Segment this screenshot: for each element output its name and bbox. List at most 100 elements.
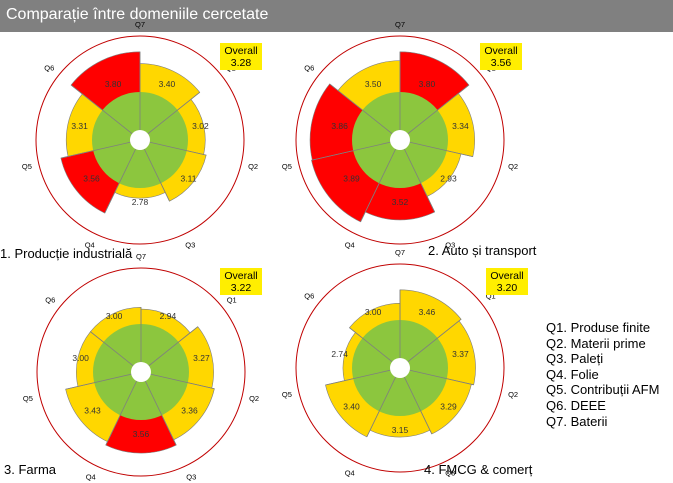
value-label: 2.94: [160, 311, 177, 321]
title-bar: Comparație între domeniile cercetate: [0, 0, 673, 32]
value-label: 3.52: [392, 197, 409, 207]
chart-title: 4. FMCG & comerț: [424, 462, 533, 477]
axis-label-q6: Q6: [45, 296, 55, 305]
page-title: Comparație între domeniile cercetate: [6, 6, 269, 23]
axis-label-q4: Q4: [85, 241, 95, 250]
outer-ring: [295, 263, 505, 473]
legend-item: Q5. Contribuții AFM: [546, 382, 660, 398]
spoke: [399, 367, 433, 435]
spoke: [399, 318, 462, 369]
value-label: 3.43: [84, 406, 101, 416]
value-label: 3.11: [181, 174, 197, 184]
axis-label-q1: Q1: [486, 292, 496, 301]
overall-value: 3.56: [491, 57, 512, 69]
axis-label-q4: Q4: [345, 469, 355, 478]
spoke: [349, 327, 401, 369]
value-label: 3.40: [343, 402, 360, 412]
axis-label-q7: Q7: [395, 20, 405, 29]
value-label: 3.00: [365, 307, 382, 317]
spoke: [90, 331, 142, 373]
axis-label-q2: Q2: [248, 162, 258, 171]
axis-label-q4: Q4: [345, 241, 355, 250]
overall-box: [480, 43, 522, 70]
value-label: 3.00: [72, 353, 89, 363]
axis-label-q6: Q6: [304, 292, 314, 301]
axis-label-q3: Q3: [185, 241, 195, 250]
spoke: [139, 139, 170, 202]
overall-value: 3.22: [231, 282, 252, 294]
value-label: 3.36: [181, 406, 198, 416]
overall-value: 3.28: [231, 57, 252, 69]
value-label: 3.89: [343, 174, 360, 184]
spoke: [139, 92, 201, 141]
spoke: [399, 84, 470, 141]
question-legend: Q1. Produse finite Q2. Materii prime Q3.…: [546, 320, 659, 429]
value-label: 3.80: [419, 79, 436, 89]
axis-label-q3: Q3: [445, 241, 455, 250]
value-label: 3.27: [193, 353, 210, 363]
spoke: [366, 367, 401, 438]
value-label: 3.34: [452, 121, 469, 131]
spoke: [325, 367, 401, 386]
legend-item: Q7. Baterii: [546, 413, 608, 429]
outer-ring: [295, 35, 505, 245]
axis-label-q5: Q5: [23, 394, 33, 403]
spoke: [140, 326, 199, 373]
center-hole: [130, 130, 150, 150]
spoke: [399, 139, 436, 213]
axis-label-q3: Q3: [445, 469, 455, 478]
value-label: 3.29: [440, 402, 457, 412]
overall-label: Overall: [490, 270, 523, 282]
value-label: 3.50: [365, 79, 382, 89]
value-label: 3.37: [452, 349, 469, 359]
value-label: 3.31: [71, 121, 88, 131]
value-label: 3.80: [105, 79, 122, 89]
axis-label-q5: Q5: [282, 390, 292, 399]
overall-box: [486, 268, 528, 295]
axis-label-q6: Q6: [44, 64, 54, 73]
outer-ring: [35, 35, 245, 245]
outer-ring: [36, 267, 246, 477]
spoke: [311, 139, 401, 161]
legend-item: Q4. Folie: [546, 366, 599, 382]
spoke: [105, 371, 142, 446]
spoke: [140, 371, 177, 446]
center-hole: [131, 362, 151, 382]
axis-label-q6: Q6: [304, 64, 314, 73]
value-label: 3.40: [159, 79, 176, 89]
spoke: [360, 139, 401, 223]
value-label: 3.00: [106, 311, 123, 321]
overall-label: Overall: [224, 270, 257, 282]
center-hole: [390, 130, 410, 150]
spoke: [399, 139, 473, 158]
center-hole: [390, 358, 410, 378]
axis-label-q5: Q5: [282, 162, 292, 171]
legend-item: Q6. DEEE: [546, 397, 606, 413]
axis-label-q7: Q7: [135, 20, 145, 29]
spoke: [329, 83, 401, 141]
spoke: [60, 139, 141, 159]
value-label: 2.93: [440, 174, 457, 184]
value-label: 2.74: [331, 349, 348, 359]
overall-box: [220, 43, 262, 70]
axis-label-q3: Q3: [186, 473, 196, 482]
axis-label-q2: Q2: [508, 390, 518, 399]
value-label: 3.86: [331, 121, 348, 131]
spoke: [140, 371, 215, 390]
value-label: 3.02: [192, 121, 209, 131]
axis-label-q2: Q2: [249, 394, 259, 403]
overall-box: [220, 268, 262, 295]
value-label: 3.15: [392, 425, 409, 435]
value-label: 2.78: [132, 197, 149, 207]
overall-label: Overall: [224, 45, 257, 57]
axis-label-q2: Q2: [508, 162, 518, 171]
spoke: [65, 371, 142, 390]
spoke: [70, 84, 141, 141]
axis-label-q1: Q1: [227, 296, 237, 305]
value-label: 3.56: [133, 429, 150, 439]
chart-title: 3. Farma: [4, 462, 57, 477]
overall-label: Overall: [484, 45, 517, 57]
chart-title: 2. Auto și transport: [428, 243, 537, 258]
spoke: [399, 367, 474, 386]
